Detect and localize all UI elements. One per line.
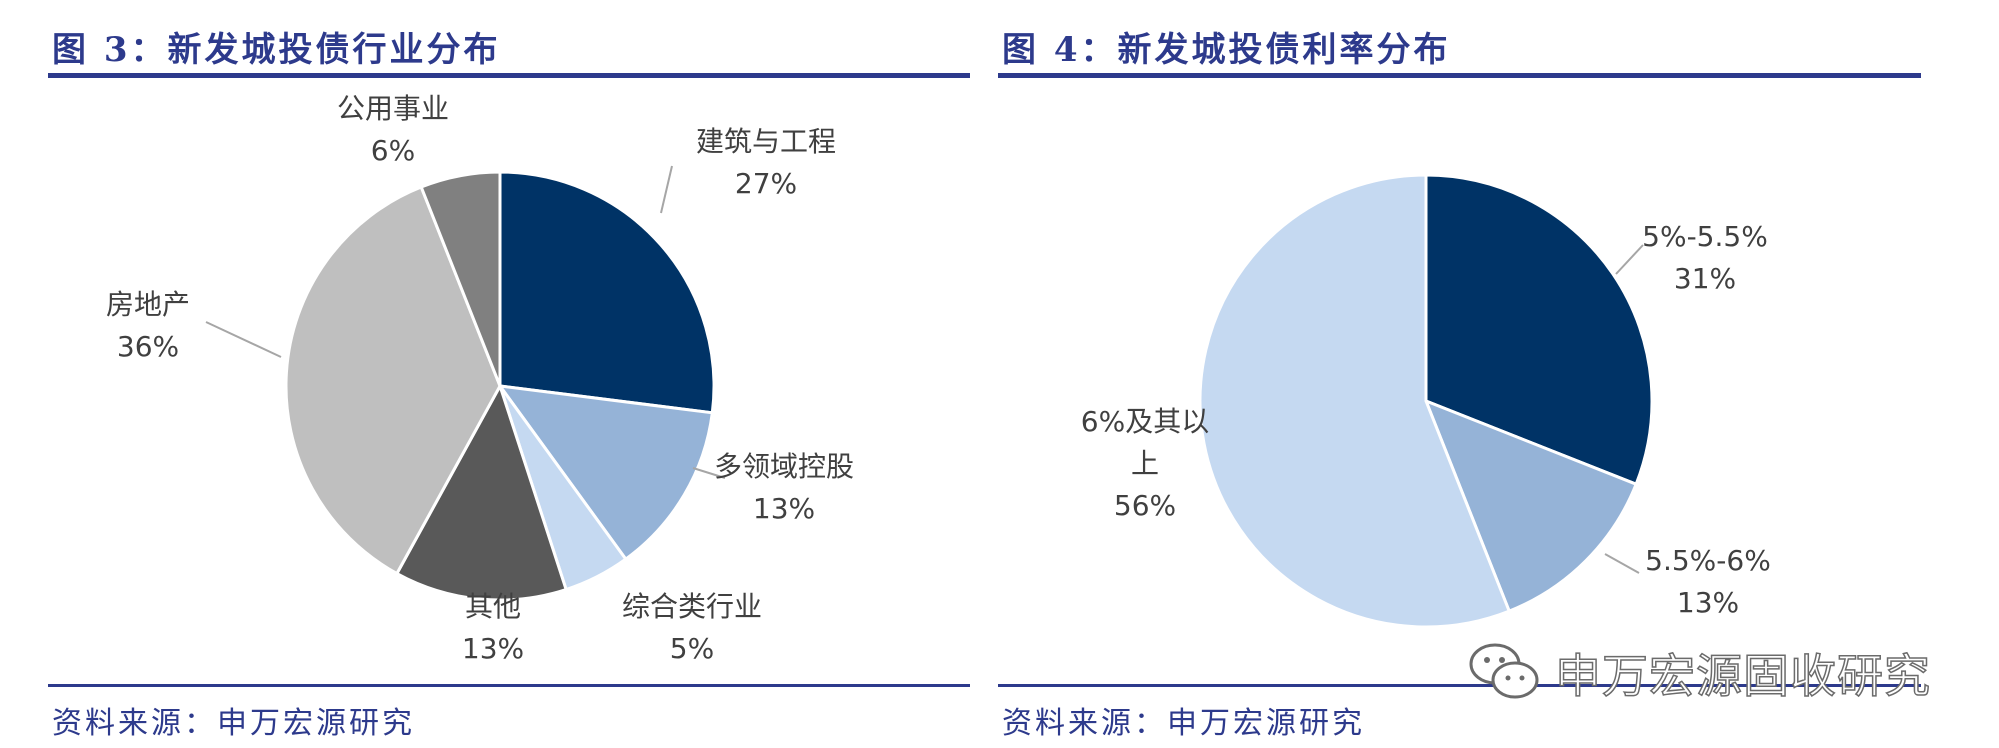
slice-label: 公用事业 6% — [337, 92, 449, 167]
slice-label: 建筑与工程 27% — [696, 125, 836, 200]
slice-percent-label: 13% — [462, 632, 524, 665]
pie-slice — [394, 382, 569, 602]
pie-slice — [496, 384, 714, 562]
leader-line — [692, 467, 726, 479]
bottom-rule — [998, 684, 1921, 687]
pie-slice — [1198, 173, 1512, 629]
chart-panel-rate: 图 4：新发城投债利率分布 5%-5.5% 31% 5.5%-6% 13% 6%及其以上… — [995, 0, 1999, 748]
slice-category-label: 6%及其以 — [1081, 405, 1209, 438]
slice-label: 其他 13% — [462, 590, 524, 665]
leader-line — [1615, 244, 1644, 275]
slice-category-label: 房地产 — [106, 288, 190, 321]
leader-line — [205, 321, 282, 358]
slice-category-label: 上 — [1131, 447, 1159, 480]
pie-slice — [284, 185, 502, 576]
slice-percent-label: 27% — [735, 167, 797, 200]
slice-percent-label: 5% — [670, 632, 714, 665]
leader-line — [660, 165, 673, 214]
title-rule — [48, 73, 970, 78]
source-note: 资料来源：申万宏源研究 — [1002, 706, 1365, 741]
slice-label: 房地产 36% — [106, 288, 190, 363]
slice-label: 多领域控股 13% — [714, 450, 854, 525]
watermark-text: 申万宏源固收研究 — [1554, 648, 1931, 704]
slice-percent-label: 13% — [1677, 586, 1739, 619]
slice-label: 综合类行业 5% — [622, 590, 762, 665]
pie-slice — [1424, 173, 1654, 487]
slice-category-label: 建筑与工程 — [696, 125, 836, 158]
slice-percent-label: 31% — [1674, 262, 1736, 295]
slice-label: 5%-5.5% 31% — [1642, 220, 1768, 295]
source-note: 资料来源：申万宏源研究 — [52, 706, 415, 741]
pie-slice — [498, 170, 716, 415]
watermark: 申万宏源固收研究 — [1465, 636, 1985, 706]
chart-title: 图 4：新发城投债利率分布 — [1002, 30, 1451, 70]
slice-category-label: 5.5%-6% — [1645, 544, 1771, 577]
slice-category-label: 其他 — [465, 590, 521, 623]
slice-percent-label: 36% — [117, 330, 179, 363]
bottom-rule — [48, 684, 970, 687]
title-rule — [998, 73, 1921, 78]
chart-panel-industry: 图 3：新发城投债行业分布 建筑与工程 27% 多领域控股 13% 综合类行业 5% 其他 1… — [0, 0, 980, 748]
slice-category-label: 公用事业 — [337, 92, 449, 125]
slice-percent-label: 56% — [1114, 489, 1176, 522]
wechat-icon — [1469, 643, 1539, 699]
leader-line — [1604, 553, 1640, 574]
pie-chart-industry: 建筑与工程 27% 多领域控股 13% 综合类行业 5% 其他 13% 房地产 36% 公用事业 6% — [106, 92, 854, 665]
slice-percent-label: 13% — [753, 492, 815, 525]
pie-slice — [419, 170, 502, 387]
slice-category-label: 多领域控股 — [714, 450, 854, 483]
pie-slice — [1423, 398, 1639, 614]
slice-category-label: 5%-5.5% — [1642, 220, 1768, 253]
chart-title: 图 3：新发城投债行业分布 — [52, 30, 501, 70]
slice-category-label: 综合类行业 — [622, 590, 762, 623]
slice-percent-label: 6% — [371, 134, 415, 167]
slice-label: 5.5%-6% 13% — [1645, 544, 1771, 619]
